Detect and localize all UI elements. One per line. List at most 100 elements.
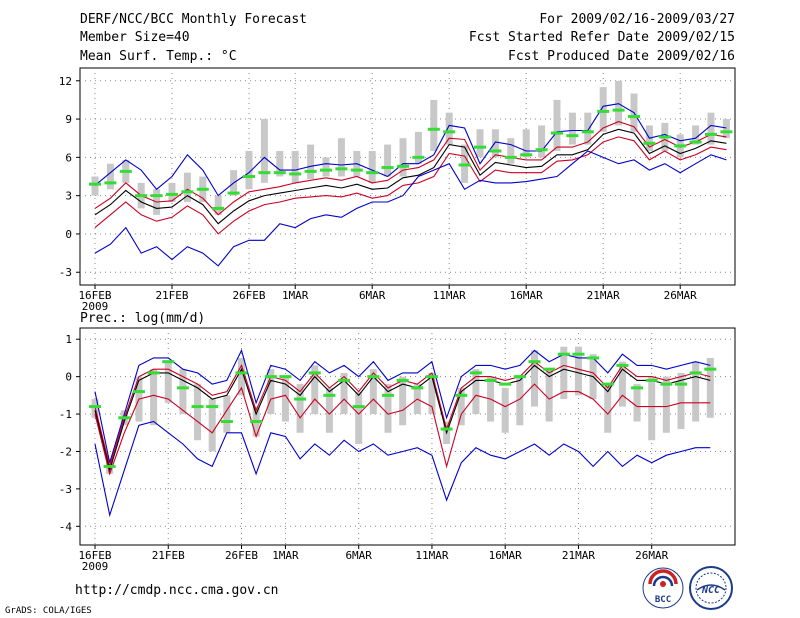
y-tick-label: -3 — [59, 483, 72, 496]
ensemble-spread-bar — [106, 163, 114, 190]
median-marker — [166, 192, 178, 196]
ensemble-spread-bar — [260, 119, 268, 183]
y-tick-label: -2 — [59, 445, 72, 458]
ensemble-spread-bar — [633, 384, 641, 422]
ensemble-spread-bar — [245, 150, 253, 190]
ensemble-spread-bar — [516, 376, 524, 426]
median-marker — [294, 397, 307, 401]
median-marker — [645, 378, 658, 382]
median-marker — [382, 393, 394, 397]
y-tick-label: 9 — [65, 113, 72, 126]
ensemble-spread-bar — [337, 138, 345, 177]
footer-grads-credit: GrADS: COLA/IGES — [5, 606, 92, 616]
median-marker — [427, 127, 440, 131]
median-marker — [535, 148, 548, 152]
ensemble-spread-bar — [707, 112, 715, 145]
ensemble-spread-bar — [599, 87, 607, 132]
ensemble-spread-bar — [615, 80, 623, 126]
median-marker — [132, 390, 145, 394]
ensemble-spread-bar — [522, 129, 530, 158]
median-marker — [551, 131, 563, 135]
ensemble-spread-bar — [267, 369, 275, 415]
ensemble-spread-bar — [692, 125, 700, 145]
ensemble-spread-bar — [545, 369, 553, 422]
ensemble-spread-bar — [355, 391, 363, 444]
header-variable: Mean Surf. Temp.: °C — [80, 49, 237, 64]
median-marker — [119, 169, 132, 173]
ncc-logo: NCC — [689, 566, 733, 610]
median-marker — [689, 371, 702, 375]
ensemble-spread-bar — [677, 372, 685, 430]
median-marker — [484, 378, 497, 382]
ensemble-spread-bar — [553, 99, 561, 151]
ensemble-spread-bar — [179, 369, 187, 415]
x-tick-label: 21MAR — [562, 549, 595, 562]
median-marker — [597, 109, 610, 113]
y-tick-label: 3 — [65, 190, 72, 203]
x-tick-label: 16MAR — [489, 549, 522, 562]
ensemble-spread-bar — [164, 361, 172, 403]
median-marker — [705, 132, 717, 136]
median-marker — [557, 352, 570, 356]
y-tick-label: 0 — [65, 371, 72, 384]
median-marker — [443, 130, 456, 134]
header-produced-date: Fcst Produced Date 2009/02/16 — [508, 49, 735, 64]
median-marker — [381, 166, 394, 170]
median-marker — [489, 149, 502, 153]
series-lower-inner — [94, 136, 727, 235]
median-marker — [264, 375, 277, 379]
median-marker — [150, 194, 163, 198]
series-ensemble-max — [94, 348, 711, 463]
median-marker — [338, 378, 351, 382]
x-tick-label: 26MAR — [635, 549, 668, 562]
median-marker — [504, 155, 517, 159]
median-marker — [289, 172, 302, 176]
median-marker — [601, 382, 614, 386]
series-upper-inner — [94, 121, 727, 216]
ensemble-spread-bar — [491, 129, 499, 158]
ensemble-spread-bar — [472, 369, 480, 415]
ensemble-spread-bar — [618, 361, 626, 407]
ensemble-spread-bar — [428, 372, 436, 415]
median-marker — [660, 382, 673, 386]
ensemble-spread-bar — [368, 150, 376, 183]
median-marker — [235, 371, 248, 375]
ensemble-spread-bar — [531, 350, 538, 407]
median-marker — [631, 386, 644, 390]
ensemble-spread-bar — [168, 182, 176, 203]
y-tick-label: -4 — [59, 520, 73, 533]
header-start-date: Fcst Started Refer Date 2009/02/15 — [469, 30, 735, 45]
ensemble-spread-bar — [399, 376, 407, 426]
median-marker — [191, 405, 204, 409]
median-marker — [411, 386, 424, 390]
ensemble-spread-bar — [296, 384, 304, 433]
ensemble-spread-bar — [91, 176, 99, 196]
median-marker — [458, 163, 471, 167]
x-tick-year: 2009 — [82, 560, 109, 573]
median-marker — [227, 191, 240, 195]
median-marker — [135, 194, 148, 198]
ensemble-spread-bar — [291, 150, 299, 183]
median-marker — [643, 141, 656, 145]
median-marker — [397, 164, 409, 168]
ensemble-spread-bar — [574, 346, 582, 396]
median-marker — [674, 144, 687, 148]
median-marker — [279, 375, 292, 379]
ensemble-spread-bar — [150, 369, 158, 426]
ensemble-spread-bar — [384, 144, 392, 177]
ensemble-spread-bar — [414, 131, 422, 164]
median-marker — [212, 206, 225, 210]
median-marker — [658, 135, 671, 139]
y-tick-label: 6 — [65, 151, 72, 164]
y-tick-label: 12 — [59, 75, 72, 88]
x-tick-label: 11MAR — [415, 549, 448, 562]
median-marker — [350, 168, 363, 172]
ensemble-spread-bar — [183, 172, 191, 203]
ensemble-spread-bar — [325, 387, 333, 433]
median-marker — [196, 187, 209, 191]
median-marker — [566, 134, 579, 138]
median-marker — [513, 375, 526, 379]
x-tick-label: 21MAR — [587, 289, 620, 302]
